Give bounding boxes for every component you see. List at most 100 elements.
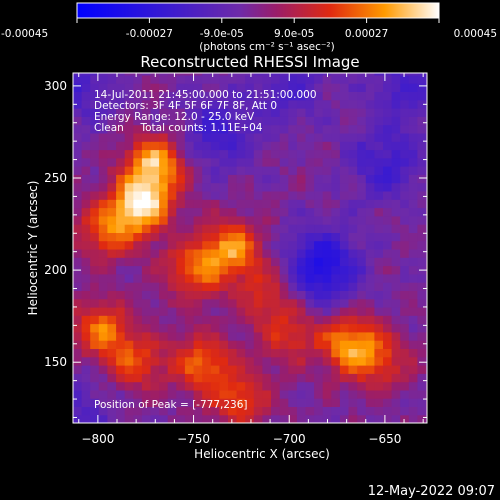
heatmap-cell bbox=[331, 389, 341, 399]
heatmap-cell bbox=[374, 373, 384, 383]
heatmap-cell bbox=[184, 340, 195, 349]
heatmap-cell bbox=[202, 406, 212, 416]
heatmap-cell bbox=[391, 224, 401, 233]
heatmap-cell bbox=[202, 207, 212, 217]
heatmap-cell bbox=[210, 389, 220, 399]
heatmap-cell bbox=[133, 74, 143, 84]
heatmap-cell bbox=[133, 149, 143, 159]
heatmap-cell bbox=[219, 257, 229, 267]
heatmap-cell bbox=[133, 365, 143, 374]
heatmap-cell bbox=[296, 166, 307, 175]
heatmap-cell bbox=[374, 91, 384, 101]
heatmap-cell bbox=[228, 224, 238, 233]
heatmap-cell bbox=[193, 248, 203, 258]
heatmap-cell bbox=[296, 157, 307, 167]
heatmap-cell bbox=[167, 331, 177, 341]
heatmap-cell bbox=[184, 224, 195, 233]
heatmap-cell bbox=[219, 240, 229, 250]
heatmap-cell bbox=[400, 91, 410, 101]
heatmap-cell bbox=[176, 306, 186, 316]
heatmap-cell bbox=[81, 290, 91, 300]
heatmap-cell bbox=[365, 381, 375, 391]
heatmap-cell bbox=[262, 174, 272, 184]
heatmap-cell bbox=[202, 340, 212, 349]
plot-frame bbox=[72, 72, 428, 424]
heatmap-cell bbox=[176, 207, 186, 217]
heatmap-cell bbox=[339, 348, 350, 358]
heatmap-cell bbox=[210, 182, 220, 192]
heatmap-cell bbox=[271, 224, 281, 233]
heatmap-cell bbox=[167, 248, 177, 258]
heatmap-cell bbox=[262, 240, 272, 250]
heatmap-cell bbox=[417, 174, 427, 184]
heatmap-cell bbox=[262, 224, 272, 233]
heatmap-cell bbox=[271, 240, 281, 250]
heatmap-cell bbox=[374, 398, 384, 407]
heatmap-cell bbox=[408, 199, 418, 209]
heatmap-cell bbox=[90, 323, 100, 333]
heatmap-cell bbox=[184, 240, 195, 250]
heatmap-cell bbox=[374, 381, 384, 391]
heatmap-cell bbox=[98, 207, 108, 217]
heatmap-cell bbox=[116, 381, 126, 391]
heatmap-cell bbox=[374, 141, 384, 151]
heatmap-cell bbox=[408, 73, 418, 76]
heatmap-cell bbox=[288, 91, 298, 101]
heatmap-cell bbox=[159, 340, 169, 349]
heatmap-cell bbox=[348, 232, 358, 242]
heatmap-cell bbox=[296, 381, 307, 391]
heatmap-cell bbox=[288, 265, 298, 275]
heatmap-cell bbox=[98, 174, 108, 184]
heatmap-cell bbox=[184, 406, 195, 416]
heatmap-cell bbox=[133, 141, 143, 151]
heatmap-cell bbox=[73, 273, 83, 283]
heatmap-cell bbox=[314, 248, 324, 258]
heatmap-cell bbox=[365, 389, 375, 399]
heatmap-cell bbox=[228, 166, 238, 175]
heatmap-cell bbox=[331, 132, 341, 142]
heatmap-cell bbox=[331, 265, 341, 275]
heatmap-cell bbox=[202, 348, 212, 358]
heatmap-cell bbox=[279, 207, 289, 217]
heatmap-cell bbox=[219, 132, 229, 142]
heatmap-cell bbox=[159, 215, 169, 225]
heatmap-cell bbox=[348, 199, 358, 209]
heatmap-cell bbox=[81, 240, 91, 250]
heatmap-cell bbox=[133, 315, 143, 325]
heatmap-cell bbox=[236, 298, 246, 308]
heatmap-cell bbox=[124, 166, 134, 175]
heatmap-cell bbox=[262, 257, 272, 267]
heatmap-cell bbox=[81, 340, 91, 349]
heatmap-cell bbox=[262, 373, 272, 383]
heatmap-cell bbox=[159, 207, 169, 217]
heatmap-cell bbox=[184, 331, 195, 341]
heatmap-cell bbox=[296, 282, 307, 291]
heatmap-cell bbox=[365, 232, 375, 242]
heatmap-cell bbox=[253, 166, 263, 175]
heatmap-cell bbox=[245, 73, 255, 76]
heatmap-cell bbox=[202, 149, 212, 159]
heatmap-cell bbox=[73, 99, 83, 109]
heatmap-cell bbox=[210, 149, 220, 159]
heatmap-cell bbox=[408, 265, 418, 275]
heatmap-cell bbox=[331, 306, 341, 316]
heatmap-cell bbox=[219, 365, 229, 374]
heatmap-cell bbox=[417, 99, 427, 109]
heatmap-cell bbox=[124, 99, 134, 109]
heatmap-cell bbox=[81, 91, 91, 101]
heatmap-cell bbox=[73, 257, 83, 267]
heatmap-cell bbox=[253, 74, 263, 84]
heatmap-cell bbox=[253, 124, 263, 134]
heatmap-cell bbox=[124, 207, 134, 217]
heatmap-cell bbox=[219, 74, 229, 84]
heatmap-cell bbox=[271, 315, 281, 325]
heatmap-cell bbox=[107, 215, 117, 225]
heatmap-cell bbox=[159, 290, 169, 300]
heatmap-cell bbox=[159, 365, 169, 374]
heatmap-cell bbox=[253, 365, 263, 374]
heatmap-cell bbox=[296, 83, 307, 92]
heatmap-cell bbox=[408, 99, 418, 109]
heatmap-cell bbox=[348, 99, 358, 109]
heatmap-cell bbox=[219, 224, 229, 233]
heatmap-cell bbox=[357, 190, 367, 200]
